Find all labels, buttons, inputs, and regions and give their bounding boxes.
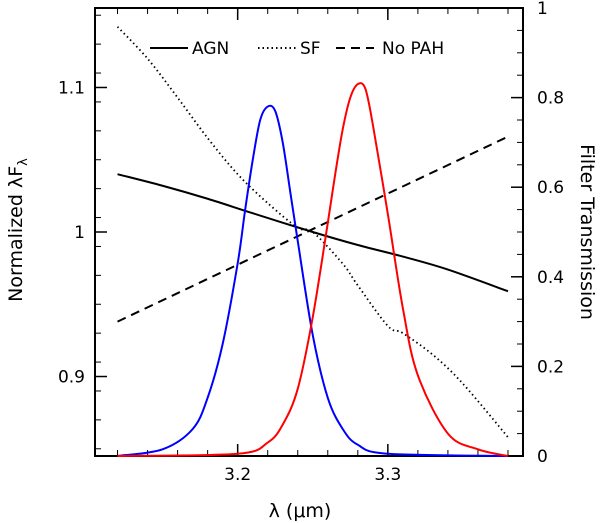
y-right-tick-label: 0.2 <box>537 357 564 377</box>
y-left-tick-label: 1.1 <box>58 78 85 98</box>
legend-label-no-pah: No PAH <box>382 39 444 59</box>
y-axis-right-title: Filter Transmission <box>576 144 598 320</box>
x-axis-title: λ (μm) <box>269 500 332 522</box>
y-left-tick-label: 0.9 <box>58 368 85 388</box>
series-sf <box>116 26 509 438</box>
y-right-tick-label: 1 <box>537 0 548 19</box>
y-right-tick-label: 0.4 <box>537 268 564 288</box>
plot-frame <box>94 7 524 457</box>
y-right-tick-label: 0.6 <box>537 178 564 198</box>
legend-label-sf: SF <box>300 39 321 59</box>
series-filter-2 <box>117 82 509 457</box>
ticks: 3.2 3.3 0.9 1 1.1 0 0.2 0.4 0.6 0.8 1 <box>58 0 564 485</box>
y-left-tick-label: 1 <box>74 223 85 243</box>
legend: AGN SF No PAH <box>150 39 444 59</box>
series <box>116 26 509 457</box>
x-tick-label: 3.2 <box>224 465 251 485</box>
y-axis-left-title: Normalized λFλ <box>5 158 31 302</box>
x-tick-label: 3.3 <box>374 465 401 485</box>
y-right-tick-label: 0.8 <box>537 89 564 109</box>
legend-label-agn: AGN <box>192 39 229 59</box>
series-no-pah <box>117 135 509 323</box>
series-agn <box>117 173 509 293</box>
series-filter-1 <box>117 104 508 457</box>
plot-area <box>94 7 524 457</box>
y-right-tick-label: 0 <box>537 447 548 467</box>
